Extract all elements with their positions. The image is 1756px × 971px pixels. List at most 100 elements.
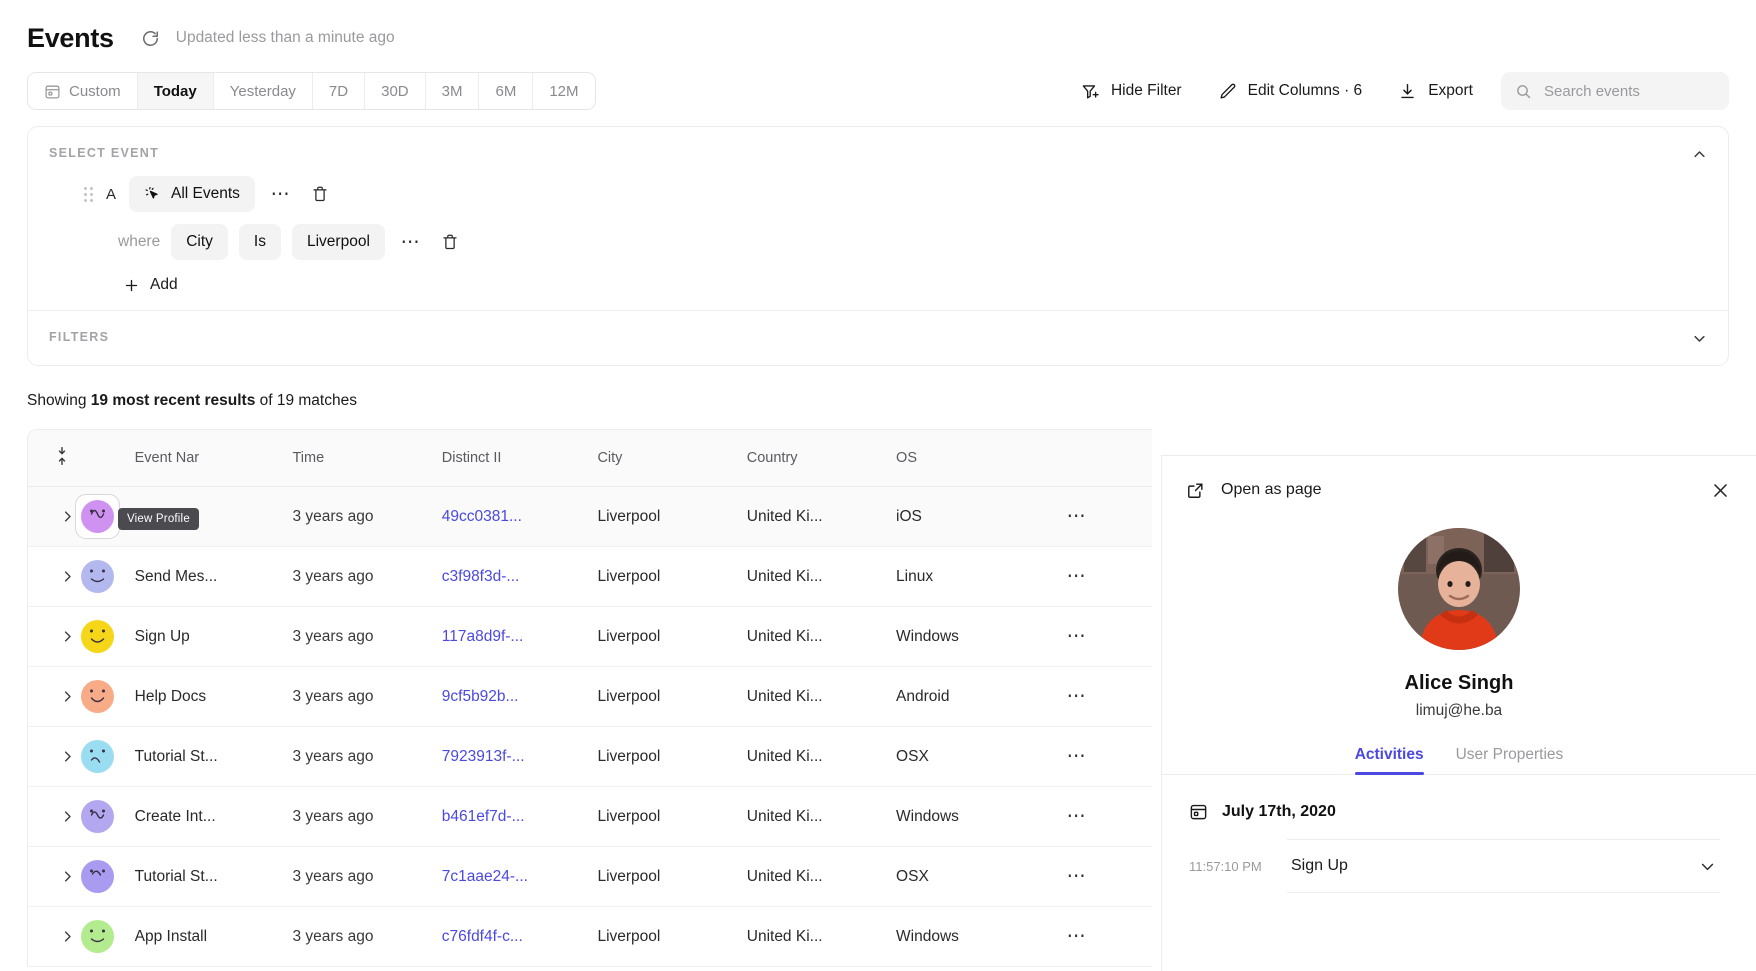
row-expand-cell[interactable] [28,546,75,607]
cell-distinct-id[interactable]: 9cf5b92b... [441,666,598,727]
filters-collapse-chevron-down-icon[interactable] [1688,327,1710,349]
table-row[interactable]: Tutorial St... 3 years ago 7c1aae24-... Liv… [28,846,1152,907]
cell-row-menu[interactable]: ⋯ [1066,666,1152,727]
cell-row-menu[interactable]: ⋯ [1066,486,1152,547]
row-more-options-icon[interactable]: ⋯ [1066,506,1088,527]
condition-value-pill[interactable]: Liverpool [291,224,385,260]
cell-distinct-id[interactable]: b461ef7d-... [441,786,598,847]
cell-distinct-id[interactable]: c3f98f3d-... [441,546,598,607]
cell-row-menu[interactable]: ⋯ [1066,606,1152,667]
distinct-id-link[interactable]: c76fdf4f-c... [441,927,523,945]
row-more-options-icon[interactable]: ⋯ [1066,686,1088,707]
cell-row-menu[interactable]: ⋯ [1066,546,1152,607]
column-header-distinct-id[interactable]: Distinct II [441,430,598,487]
table-row[interactable]: Sign Up 3 years ago 117a8d9f-... Liverpool U… [28,606,1152,667]
refresh-icon[interactable] [140,27,162,49]
row-avatar-cell[interactable] [74,906,135,967]
cell-distinct-id[interactable]: 49cc0381... [441,486,598,547]
row-avatar[interactable] [75,914,120,959]
cell-distinct-id[interactable]: 7c1aae24-... [441,846,598,907]
table-row[interactable]: Sign Up3 years ago49cc0381...LiverpoolUn… [28,486,1152,547]
range-btn-6m[interactable]: 6M [479,73,534,109]
column-header-event-name[interactable]: Event Nar [134,430,293,487]
row-expand-cell[interactable] [28,846,75,907]
cell-row-menu[interactable]: ⋯ [1066,846,1152,907]
distinct-id-link[interactable]: 9cf5b92b... [441,687,519,705]
activity-expand-chevron-down-icon[interactable] [1699,858,1716,875]
search-events-box[interactable] [1501,72,1729,110]
row-expand-cell[interactable] [28,726,75,787]
row-avatar-cell[interactable] [74,846,135,907]
select-event-collapse-chevron-up-icon[interactable] [1688,143,1710,165]
cell-distinct-id[interactable]: c76fdf4f-c... [441,906,598,967]
table-row[interactable]: Create Int... 3 years ago b461ef7d-... Live… [28,786,1152,847]
distinct-id-link[interactable]: b461ef7d-... [441,807,525,825]
column-header-city[interactable]: City [597,430,747,487]
row-expand-cell[interactable] [28,666,75,727]
cell-distinct-id[interactable]: 7923913f-... [441,726,598,787]
event-delete-trash-icon[interactable] [307,181,333,207]
row-expand-cell[interactable] [28,786,75,847]
row-expand-chevron-right-icon[interactable] [54,864,75,890]
all-events-pill[interactable]: All Events [129,176,255,212]
range-btn-7d[interactable]: 7D [312,73,366,109]
row-avatar-cell[interactable] [74,606,135,667]
row-avatar-cell[interactable] [74,786,135,847]
open-as-page-button[interactable]: Open as page [1186,481,1322,500]
row-expand-cell[interactable] [28,906,75,967]
export-button[interactable]: Export [1380,72,1491,110]
drag-handle-icon[interactable] [84,185,96,203]
table-row[interactable]: Tutorial St... 3 years ago 7923913f-... Liv… [28,726,1152,787]
sort-column-header[interactable] [28,430,75,487]
row-avatar-cell[interactable] [74,726,135,787]
table-row[interactable]: Send Mes... 3 years ago c3f98f3d-... Liverp… [28,546,1152,607]
table-row[interactable]: Help Docs 3 years ago 9cf5b92b... Liverpool… [28,666,1152,727]
event-more-options-icon[interactable]: ⋯ [270,183,292,205]
row-avatar[interactable] [75,674,120,719]
search-input[interactable] [1544,82,1715,100]
range-btn-yesterday[interactable]: Yesterday [213,73,313,109]
cell-row-menu[interactable]: ⋯ [1066,786,1152,847]
row-expand-chevron-right-icon[interactable] [54,744,75,770]
cell-row-menu[interactable]: ⋯ [1066,726,1152,787]
range-btn-today[interactable]: Today [137,73,214,109]
distinct-id-link[interactable]: 117a8d9f-... [441,627,524,645]
row-avatar[interactable] [75,854,120,899]
row-avatar[interactable] [75,734,120,779]
add-condition-button[interactable]: Add [28,266,1728,294]
row-expand-cell[interactable] [28,486,75,547]
range-btn-12m[interactable]: 12M [533,73,595,109]
column-header-country[interactable]: Country [746,430,897,487]
close-icon[interactable] [1708,478,1732,502]
distinct-id-link[interactable]: 7c1aae24-... [441,867,528,885]
row-more-options-icon[interactable]: ⋯ [1066,626,1088,647]
condition-property-pill[interactable]: City [171,224,228,260]
row-more-options-icon[interactable]: ⋯ [1066,806,1088,827]
condition-delete-trash-icon[interactable] [437,229,463,255]
row-expand-chevron-right-icon[interactable] [54,564,75,590]
tab-activities[interactable]: Activities [1354,746,1424,775]
row-avatar[interactable] [75,794,120,839]
row-expand-chevron-right-icon[interactable] [54,624,75,650]
range-btn-custom[interactable]: Custom [28,73,138,109]
column-header-time[interactable]: Time [292,430,442,487]
row-more-options-icon[interactable]: ⋯ [1066,566,1088,587]
range-btn-30d[interactable]: 30D [365,73,426,109]
row-avatar-cell[interactable] [74,546,135,607]
row-expand-chevron-right-icon[interactable] [54,924,75,950]
cell-row-menu[interactable]: ⋯ [1066,906,1152,967]
row-avatar[interactable] [75,554,120,599]
row-expand-chevron-right-icon[interactable] [54,504,75,530]
row-expand-cell[interactable] [28,606,75,667]
condition-more-options-icon[interactable]: ⋯ [400,231,422,253]
distinct-id-link[interactable]: 7923913f-... [441,747,525,765]
table-row[interactable]: App Install 3 years ago c76fdf4f-c... Liver… [28,906,1152,967]
tab-user-properties[interactable]: User Properties [1455,746,1564,763]
row-expand-chevron-right-icon[interactable] [54,804,75,830]
row-avatar-cell[interactable] [74,666,135,727]
row-avatar-selected[interactable] [74,494,120,539]
row-more-options-icon[interactable]: ⋯ [1066,866,1088,887]
activity-row-body[interactable]: Sign Up [1287,839,1720,893]
distinct-id-link[interactable]: 49cc0381... [441,507,522,525]
cell-distinct-id[interactable]: 117a8d9f-... [441,606,598,667]
